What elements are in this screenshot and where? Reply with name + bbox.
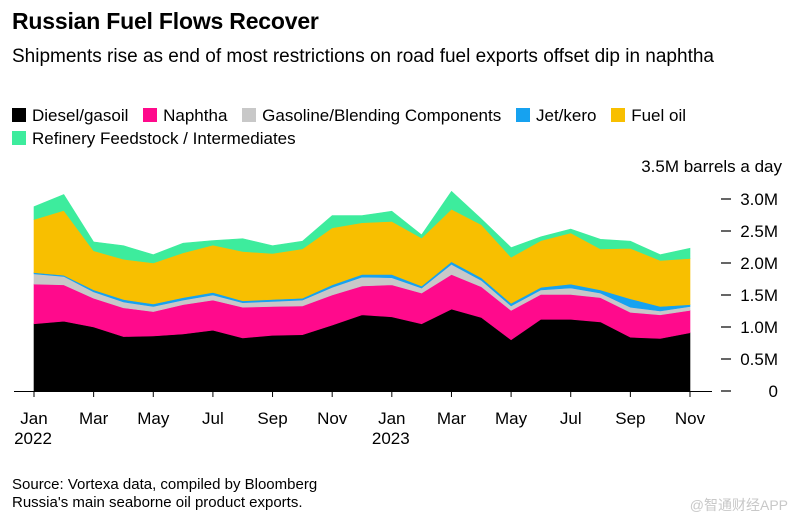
y-tick-label: 3.0M xyxy=(740,190,778,209)
x-tick-label: May xyxy=(495,409,528,428)
legend-swatch xyxy=(143,108,158,122)
x-tick-label: Jan xyxy=(20,409,47,428)
x-tick-label: Jul xyxy=(202,409,224,428)
legend-item-naphtha: Naphtha xyxy=(143,104,227,127)
y-tick-label: 1.5M xyxy=(740,286,778,305)
y-tick-label: 2.5M xyxy=(740,222,778,241)
legend-label: Naphtha xyxy=(163,106,228,125)
legend-item-fuel-oil: Fuel oil xyxy=(611,104,686,127)
legend-label: Jet/kero xyxy=(535,106,597,125)
legend-swatch xyxy=(242,108,257,122)
x-tick-label: Sep xyxy=(615,409,645,428)
legend-swatch xyxy=(12,131,26,145)
chart-title: Russian Fuel Flows Recover xyxy=(12,8,319,34)
chart-subtitle: Shipments rise as end of most restrictio… xyxy=(12,46,714,67)
y-tick-label: 0 xyxy=(769,382,778,401)
legend-item-gasoline: Gasoline/Blending Components xyxy=(242,104,501,127)
legend-label: Refinery Feedstock / Intermediates xyxy=(32,129,296,148)
watermark: @智通财经APP xyxy=(689,497,788,513)
x-tick-label: May xyxy=(137,409,170,428)
description-note: Russia's main seaborne oil product expor… xyxy=(12,494,303,511)
x-tick-label: Nov xyxy=(317,409,348,428)
y-tick-label: 1.0M xyxy=(740,318,778,337)
legend-label: Diesel/gasoil xyxy=(32,106,129,125)
source-note: Source: Vortexa data, compiled by Bloomb… xyxy=(12,476,318,493)
y-tick-label: 2.0M xyxy=(740,254,778,273)
legend-label: Gasoline/Blending Components xyxy=(262,106,502,125)
legend-item-diesel: Diesel/gasoil xyxy=(12,104,128,127)
legend-item-jet: Jet/kero xyxy=(515,104,597,127)
x-tick-label: Nov xyxy=(675,409,706,428)
x-tick-label: Mar xyxy=(437,409,467,428)
y-tick-label: 0.5M xyxy=(740,350,778,369)
x-tick-year-label: 2022 xyxy=(14,429,52,448)
unit-label: 3.5M barrels a day xyxy=(641,157,782,176)
area-refinery-feedstock-intermediates xyxy=(33,190,691,264)
legend-item-feedstock: Refinery Feedstock / Intermediates xyxy=(12,127,296,150)
legend-label: Fuel oil xyxy=(631,106,687,125)
x-tick-label: Jan xyxy=(378,409,405,428)
legend: Diesel/gasoil Naphtha Gasoline/Blending … xyxy=(12,104,792,150)
legend-swatch xyxy=(12,108,26,122)
x-tick-label: Sep xyxy=(257,409,287,428)
legend-swatch xyxy=(515,108,530,122)
x-tick-year-label: 2023 xyxy=(372,429,410,448)
x-tick-label: Mar xyxy=(79,409,109,428)
footer: Source: Vortexa data, compiled by Bloomb… xyxy=(12,476,317,512)
legend-swatch xyxy=(611,108,626,122)
x-tick-label: Jul xyxy=(560,409,582,428)
